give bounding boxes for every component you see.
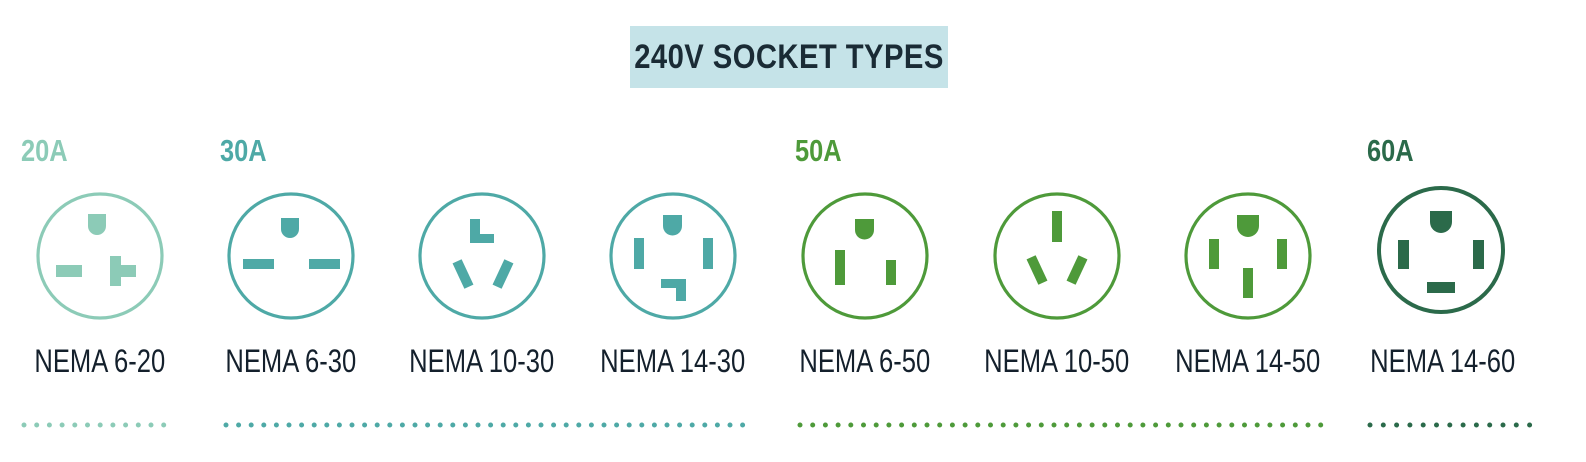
nema-6-30-socket-icon xyxy=(227,192,355,320)
socket-label: NEMA 14-60 xyxy=(1370,343,1516,379)
title-banner: 240V SOCKET TYPES xyxy=(630,26,948,88)
page-title: 240V SOCKET TYPES xyxy=(634,37,944,76)
nema-10-50-socket-icon xyxy=(993,192,1121,320)
socket-nema-6-20 xyxy=(32,186,168,328)
socket-label: NEMA 10-30 xyxy=(409,343,555,379)
socket-nema-14-30 xyxy=(605,186,741,328)
amperage-label-30a: 30A xyxy=(220,133,267,168)
socket-label: NEMA 14-30 xyxy=(600,343,746,379)
socket-nema-10-30 xyxy=(414,186,550,328)
socket-label: NEMA 6-20 xyxy=(34,343,166,379)
nema-14-60-socket-icon xyxy=(1377,186,1505,314)
socket-nema-14-50 xyxy=(1180,186,1316,328)
nema-14-50-socket-icon xyxy=(1184,192,1312,320)
socket-nema-10-50 xyxy=(989,186,1125,328)
nema-6-50-socket-icon xyxy=(801,192,929,320)
amperage-label-50a: 50A xyxy=(795,133,842,168)
amperage-label-60a: 60A xyxy=(1367,133,1414,168)
socket-label: NEMA 6-30 xyxy=(225,343,357,379)
dotted-divider-30a xyxy=(222,420,758,430)
dotted-divider-60a xyxy=(1366,420,1546,430)
socket-label: NEMA 10-50 xyxy=(984,343,1130,379)
socket-nema-14-60 xyxy=(1373,186,1509,328)
dotted-divider-20a xyxy=(20,420,180,430)
nema-10-30-socket-icon xyxy=(418,192,546,320)
nema-14-30-socket-icon xyxy=(609,192,737,320)
amperage-label-20a: 20A xyxy=(21,133,68,168)
socket-nema-6-30 xyxy=(223,186,359,328)
socket-label: NEMA 14-50 xyxy=(1175,343,1321,379)
dotted-divider-50a xyxy=(796,420,1336,430)
nema-6-20-socket-icon xyxy=(36,192,164,320)
socket-nema-6-50 xyxy=(797,186,933,328)
socket-label: NEMA 6-50 xyxy=(799,343,931,379)
